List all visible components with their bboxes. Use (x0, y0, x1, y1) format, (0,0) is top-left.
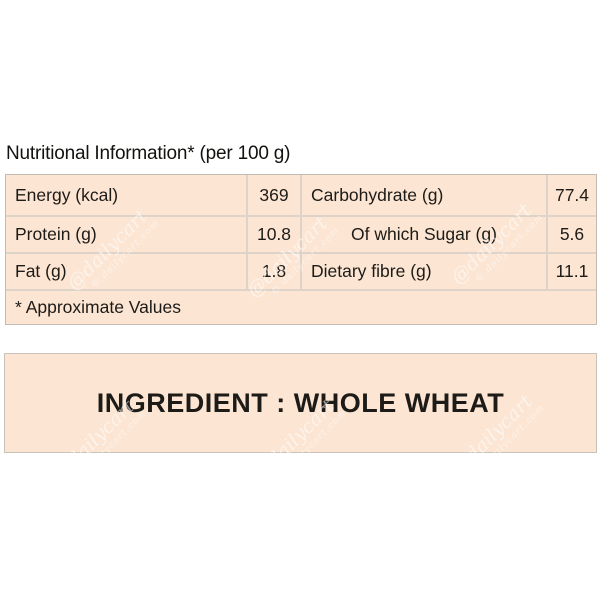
protein-label: Protein (g) (6, 217, 246, 252)
carbohydrate-label: Carbohydrate (g) (302, 175, 546, 215)
fat-label: Fat (g) (6, 254, 246, 289)
nutrition-table: Energy (kcal) 369 Carbohydrate (g) 77.4 … (5, 174, 597, 325)
ingredient-text: INGREDIENT : WHOLE WHEAT (96, 387, 505, 418)
energy-value: 369 (248, 175, 300, 215)
ingredient-panel: INGREDIENT : WHOLE WHEAT (4, 353, 597, 453)
energy-label: Energy (kcal) (6, 175, 246, 215)
approximate-values-note: * Approximate Values (6, 291, 596, 324)
carbohydrate-value: 77.4 (548, 175, 596, 215)
protein-value: 10.8 (248, 217, 300, 252)
fat-value: 1.8 (248, 254, 300, 289)
dietary-fibre-value: 11.1 (548, 254, 596, 289)
page-title: Nutritional Information* (per 100 g) (6, 143, 291, 164)
dietary-fibre-label: Dietary fibre (g) (302, 254, 546, 289)
sugar-value: 5.6 (548, 217, 596, 252)
sugar-label: Of which Sugar (g) (302, 217, 546, 252)
